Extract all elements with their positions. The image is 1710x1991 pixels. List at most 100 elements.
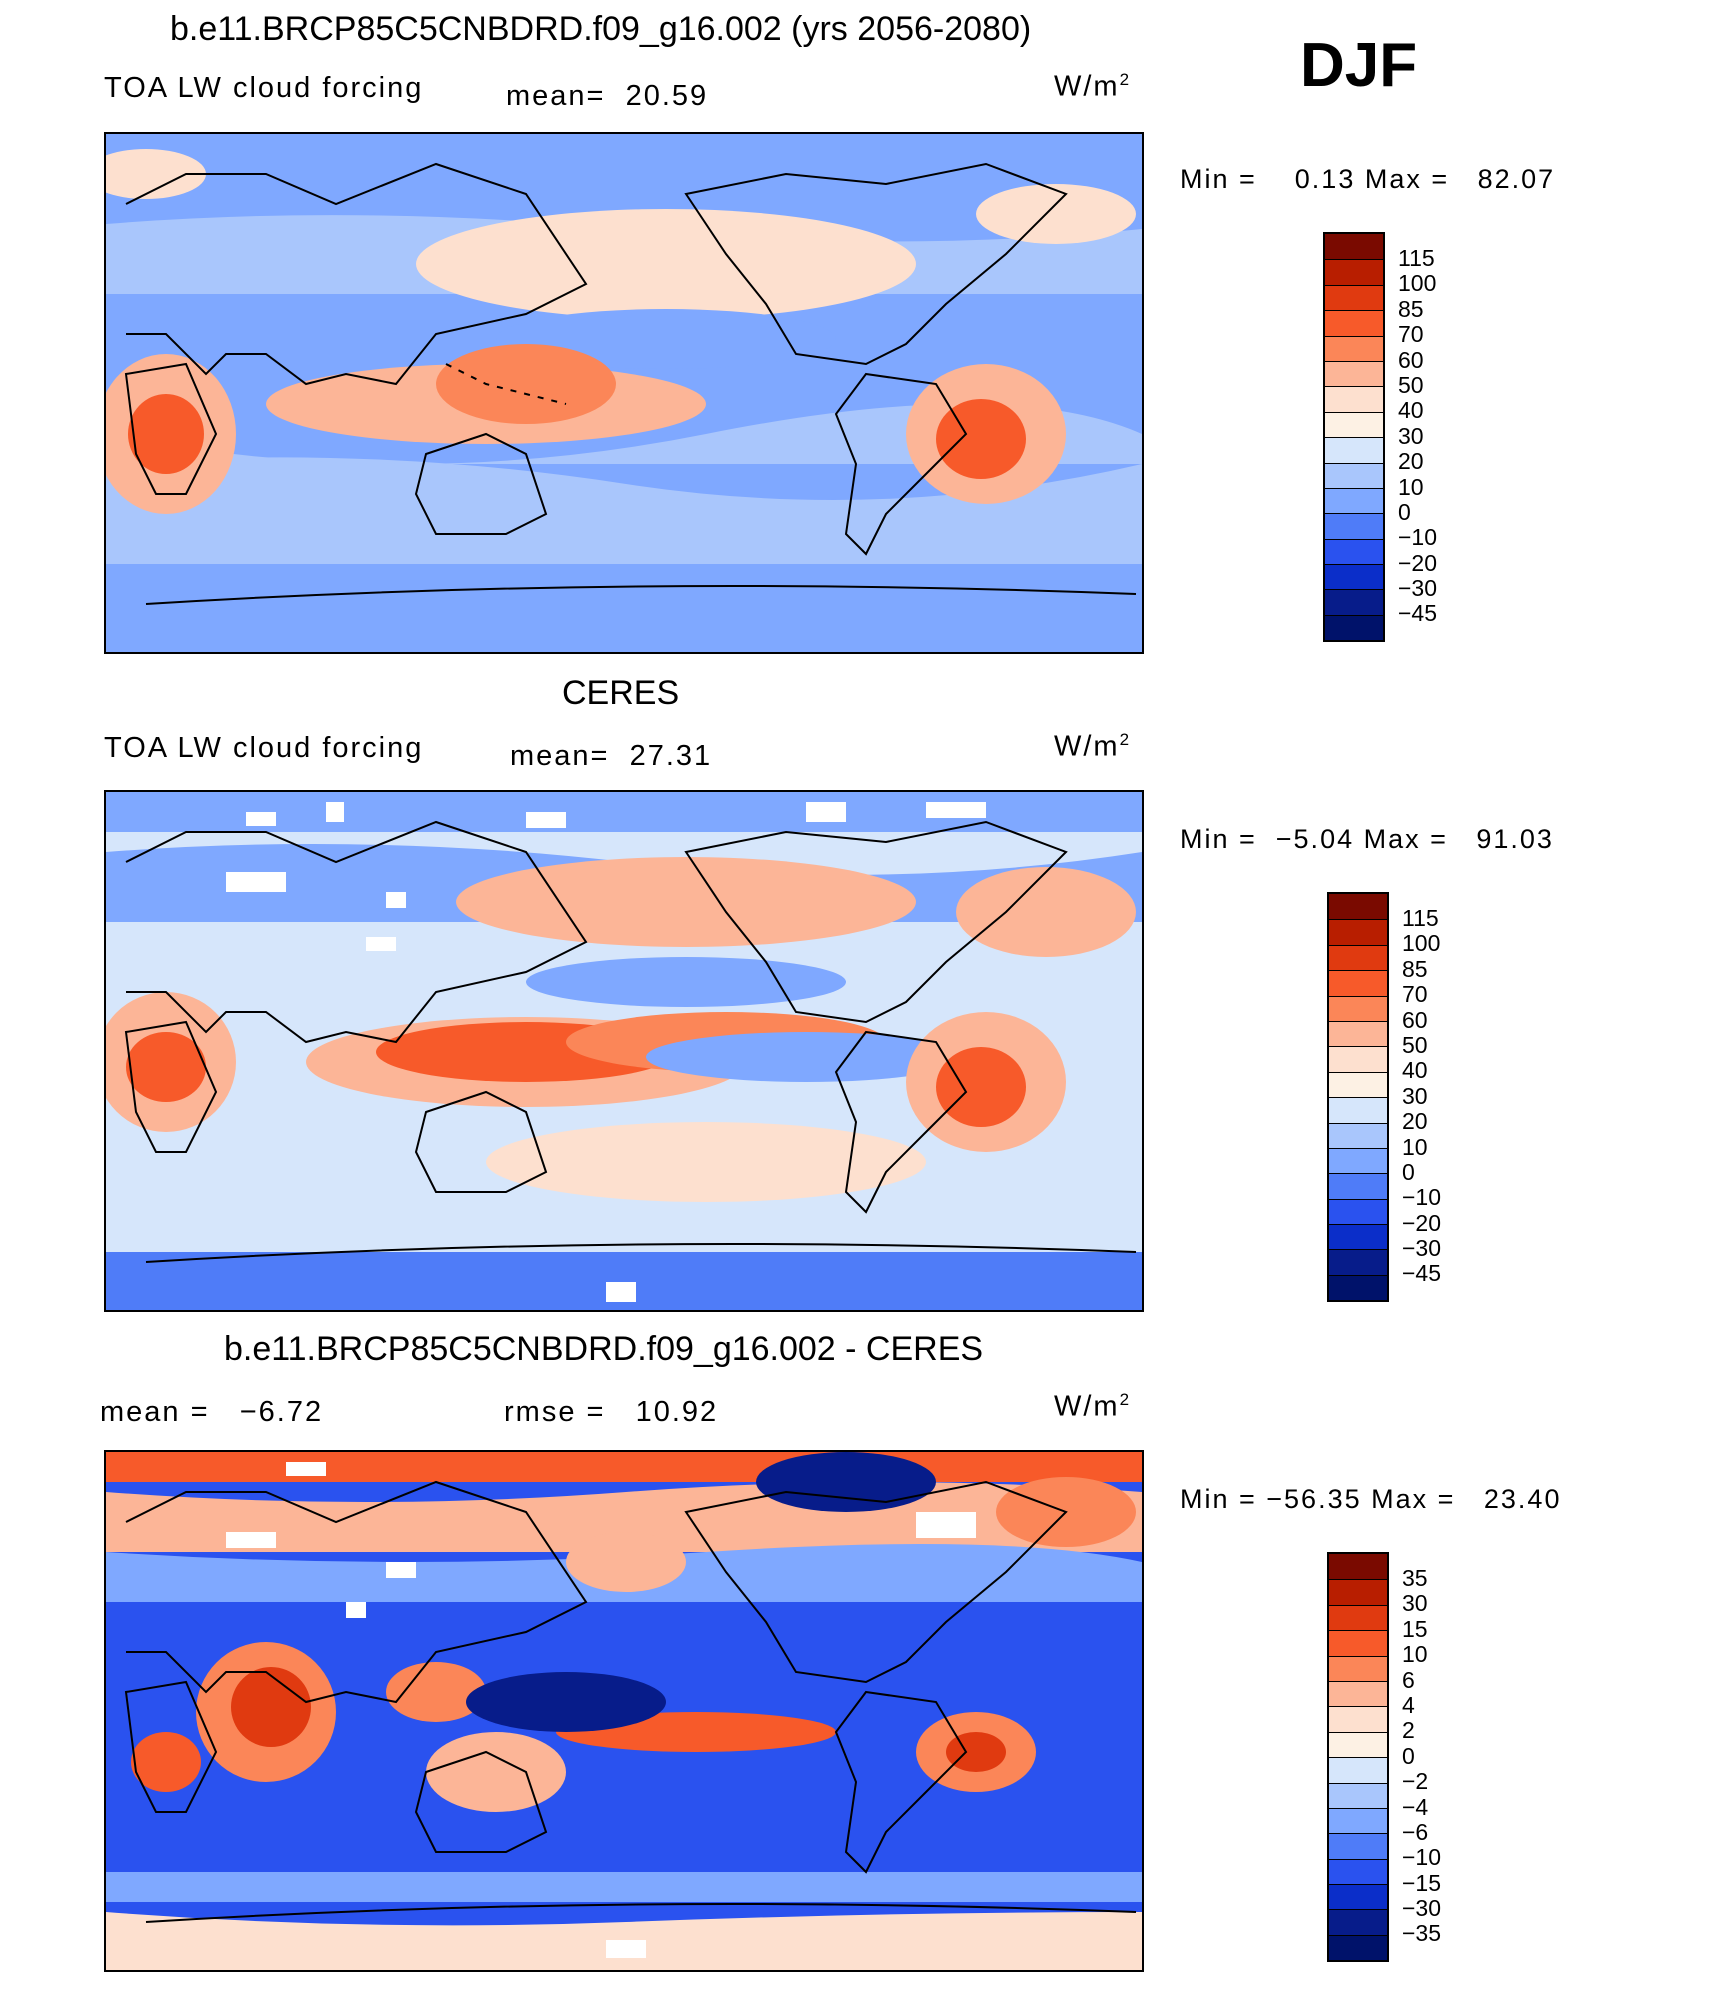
colorbar-swatch: [1329, 1833, 1387, 1859]
colorbar-diff: [1327, 1552, 1389, 1963]
colorbar-swatch: [1329, 1198, 1387, 1225]
colorbar-swatch: [1325, 589, 1383, 615]
colorbar-swatch: [1329, 1097, 1387, 1123]
colorbar-swatch: [1325, 284, 1383, 311]
panel-rmse-diff: rmse = 10.92: [504, 1396, 719, 1428]
map-diff-svg: [106, 1452, 1142, 1970]
panel-title-model: b.e11.BRCP85C5CNBDRD.f09_g16.002 (yrs 20…: [170, 10, 1032, 48]
colorbar-level: 115: [1402, 905, 1439, 931]
colorbar-level: 50: [1398, 371, 1424, 398]
colorbar-swatch: [1325, 614, 1383, 641]
colorbar-swatch: [1325, 360, 1383, 387]
colorbar-level: −20: [1402, 1209, 1442, 1236]
colorbar-swatch: [1329, 1934, 1387, 1961]
colorbar-swatch: [1329, 970, 1387, 996]
colorbar-level: −10: [1398, 524, 1438, 551]
colorbar-level: −45: [1398, 600, 1438, 627]
colorbar-level: 35: [1402, 1565, 1428, 1591]
colorbar-level: −45: [1402, 1260, 1442, 1287]
colorbar-swatch: [1329, 1147, 1387, 1174]
colorbar-level: −30: [1402, 1235, 1442, 1262]
colorbar-level: 85: [1402, 955, 1428, 982]
colorbar-level: −10: [1402, 1844, 1442, 1871]
panel-title-obs: CERES: [562, 674, 680, 712]
colorbar-swatch: [1329, 1020, 1387, 1047]
colorbar-level: 100: [1402, 930, 1441, 957]
colorbar-swatch: [1329, 1757, 1387, 1783]
colorbar-swatch: [1325, 411, 1383, 438]
colorbar-level: −15: [1402, 1869, 1442, 1896]
colorbar-level: 100: [1398, 270, 1437, 297]
colorbar-swatch: [1329, 1680, 1387, 1707]
colorbar-level: 40: [1398, 397, 1424, 424]
colorbar-swatch: [1329, 1554, 1387, 1580]
units-base: W/m: [1054, 730, 1120, 763]
colorbar-level: 10: [1402, 1641, 1428, 1668]
colorbar-swatch: [1325, 487, 1383, 514]
panel-units-obs: W/m2: [1054, 730, 1131, 764]
colorbar-level: 30: [1402, 1590, 1428, 1617]
colorbar-swatch: [1329, 1122, 1387, 1148]
colorbar-swatch: [1329, 1173, 1387, 1199]
colorbar-swatch: [1329, 1071, 1387, 1098]
colorbar-swatch: [1329, 1604, 1387, 1631]
colorbar-level: −6: [1402, 1818, 1429, 1845]
panel-mean-obs: mean= 27.31: [510, 740, 713, 772]
colorbar-level: 60: [1398, 346, 1424, 373]
colorbar-level: −30: [1398, 575, 1438, 602]
colorbar-level: −30: [1402, 1895, 1442, 1922]
colorbar-swatch: [1329, 1274, 1387, 1301]
colorbar-swatch: [1329, 1579, 1387, 1605]
colorbar-level: 4: [1402, 1691, 1415, 1718]
colorbar-swatch: [1329, 1807, 1387, 1834]
map-panel-obs: [104, 790, 1144, 1312]
colorbar-swatch: [1325, 538, 1383, 565]
season-label: DJF: [1300, 31, 1418, 100]
minmax-diff: Min = −56.35 Max = 23.40: [1180, 1484, 1562, 1514]
colorbar-swatch: [1329, 1249, 1387, 1275]
minmax-obs: Min = −5.04 Max = 91.03: [1180, 824, 1554, 854]
colorbar-level: 2: [1402, 1717, 1415, 1744]
colorbar-level: 70: [1398, 321, 1424, 348]
colorbar-swatch: [1329, 1909, 1387, 1935]
colorbar-swatch: [1325, 310, 1383, 336]
colorbar-level: 20: [1398, 448, 1424, 475]
units-exponent: 2: [1119, 70, 1132, 89]
colorbar-model: [1323, 232, 1385, 643]
colorbar-level: 0: [1402, 1158, 1415, 1185]
map-panel-model: [104, 132, 1144, 654]
map-panel-diff: [104, 1450, 1144, 1972]
colorbar-swatch: [1325, 335, 1383, 361]
colorbar-level: 40: [1402, 1057, 1428, 1084]
colorbar-level: 10: [1398, 473, 1424, 500]
colorbar-swatch: [1325, 234, 1383, 260]
colorbar-obs: [1327, 892, 1389, 1303]
colorbar-level: −2: [1402, 1768, 1429, 1795]
colorbar-swatch: [1325, 259, 1383, 285]
colorbar-level: 115: [1398, 245, 1435, 271]
colorbar-swatch: [1329, 894, 1387, 920]
colorbar-level: 60: [1402, 1006, 1428, 1033]
colorbar-labels-obs: 115 100 85 70 60 50 40 30 20 10 0 −10 −2…: [1402, 905, 1442, 1287]
panel-left-label-obs: TOA LW cloud forcing: [104, 732, 424, 764]
colorbar-swatch: [1325, 437, 1383, 463]
colorbar-swatch: [1329, 944, 1387, 971]
panel-units-diff: W/m2: [1054, 1390, 1131, 1424]
panel-mean-diff: mean = −6.72: [100, 1396, 324, 1428]
colorbar-swatch: [1329, 1706, 1387, 1732]
units-base: W/m: [1054, 1390, 1120, 1423]
colorbar-level: −10: [1402, 1184, 1442, 1211]
colorbar-swatch: [1329, 1884, 1387, 1910]
colorbar-swatch: [1325, 564, 1383, 590]
colorbar-level: 15: [1402, 1615, 1428, 1642]
colorbar-level: 30: [1402, 1082, 1428, 1109]
colorbar-labels-diff: 35 30 15 10 6 4 2 0 −2 −4 −6 −10 −15 −30…: [1402, 1565, 1442, 1947]
colorbar-swatch: [1329, 919, 1387, 945]
colorbar-level: −20: [1398, 549, 1438, 576]
units-base: W/m: [1054, 70, 1120, 103]
colorbar-level: 50: [1402, 1031, 1428, 1058]
colorbar-labels-model: 115 100 85 70 60 50 40 30 20 10 0 −10 −2…: [1398, 245, 1438, 627]
colorbar-swatch: [1329, 1858, 1387, 1885]
units-exponent: 2: [1119, 730, 1132, 749]
panel-mean-model: mean= 20.59: [506, 80, 709, 112]
